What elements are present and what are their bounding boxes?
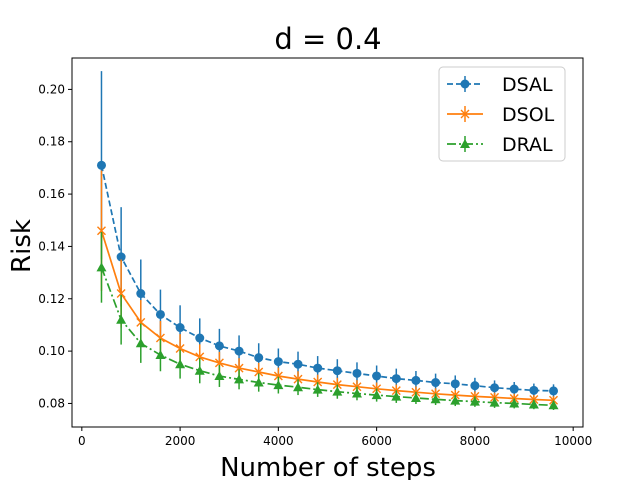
dsal-series-line bbox=[100, 165, 554, 392]
dsal-data-point bbox=[529, 385, 539, 395]
dsal-data-point bbox=[116, 252, 126, 262]
dsol-data-point bbox=[273, 371, 283, 381]
dral-data-point bbox=[410, 392, 421, 402]
dsal-data-point bbox=[470, 381, 480, 391]
dsol-series-line bbox=[100, 230, 554, 402]
legend-dsol-label: DSOL bbox=[502, 104, 555, 126]
dsol-data-point bbox=[234, 363, 244, 373]
dsal-data-point bbox=[254, 353, 264, 363]
dsol-data-point bbox=[332, 380, 342, 390]
dral-data-point bbox=[312, 384, 323, 394]
dsol-data-point bbox=[175, 343, 185, 353]
legend-box bbox=[438, 66, 566, 162]
x-tick-label: 0 bbox=[78, 434, 86, 448]
dral-data-point bbox=[469, 396, 480, 406]
dsal-data-point bbox=[352, 368, 362, 378]
dral-data-point bbox=[489, 397, 500, 407]
dsol-data-point bbox=[450, 390, 460, 400]
dsal-data-point bbox=[313, 363, 323, 373]
x-tick-label: 10000 bbox=[554, 434, 592, 448]
dral-data-point bbox=[351, 388, 362, 398]
plot-area: 0 2000 4000 6000 8000 10000 0.08 0.10 0.12 0.14 0.… bbox=[38, 57, 592, 448]
x-tick-label: 4000 bbox=[263, 434, 294, 448]
dsol-data-point bbox=[195, 352, 205, 362]
dral-data-point bbox=[528, 399, 539, 409]
y-tick-label: 0.18 bbox=[38, 135, 65, 149]
dsol-data-point bbox=[293, 374, 303, 384]
dsal-data-point bbox=[96, 160, 106, 170]
x-tick-label: 2000 bbox=[165, 434, 196, 448]
y-tick-label: 0.14 bbox=[38, 239, 65, 253]
dsal-data-point bbox=[509, 384, 519, 394]
dsal-data-point bbox=[549, 386, 559, 396]
dsal-data-point bbox=[391, 374, 401, 384]
y-axis-label: Risk bbox=[7, 219, 37, 273]
dral-data-point bbox=[234, 374, 245, 384]
dral-data-point bbox=[253, 377, 264, 387]
dsol-data-point bbox=[214, 358, 224, 368]
dsal-data-point bbox=[450, 379, 460, 389]
x-tick-label: 8000 bbox=[460, 434, 491, 448]
legend-dsol-marker bbox=[460, 109, 470, 119]
dral-series-line bbox=[100, 267, 554, 407]
dral-data-point bbox=[194, 365, 205, 375]
chart-title: d = 0.4 bbox=[274, 22, 381, 56]
dral-data-point bbox=[155, 350, 166, 360]
dral-data-point bbox=[332, 386, 343, 396]
dsol-data-point bbox=[254, 367, 264, 377]
dral-data-point bbox=[548, 400, 559, 410]
dsal-data-point bbox=[175, 323, 185, 333]
dsol-data-point bbox=[313, 377, 323, 387]
dsal-data-point bbox=[214, 341, 224, 351]
dral-data-point bbox=[450, 395, 461, 405]
dral-data-point bbox=[214, 370, 225, 380]
dral-data-point bbox=[371, 390, 382, 400]
dsal-data-point bbox=[136, 289, 146, 299]
y-tick-label: 0.08 bbox=[38, 396, 65, 410]
dsal-data-point bbox=[273, 357, 283, 367]
legend-dsal-marker bbox=[460, 79, 470, 89]
dsol-data-point bbox=[155, 333, 165, 343]
dsol-data-point bbox=[116, 289, 126, 299]
dsal-data-point bbox=[234, 346, 244, 356]
dral-data-point bbox=[430, 394, 441, 404]
axes-frame bbox=[71, 57, 584, 428]
dsol-data-point bbox=[136, 317, 146, 327]
dral-data-point bbox=[391, 391, 402, 401]
dral-data-point bbox=[96, 262, 107, 272]
legend-dsal-label: DSAL bbox=[502, 74, 553, 96]
legend: DSAL DSOL DRAL bbox=[438, 66, 566, 162]
x-tick-label: 6000 bbox=[361, 434, 392, 448]
dral-data-point bbox=[273, 380, 284, 390]
dsal-data-point bbox=[195, 333, 205, 343]
dsal-data-point bbox=[155, 309, 165, 319]
y-tick-label: 0.12 bbox=[38, 292, 65, 306]
dral-data-point bbox=[116, 314, 127, 324]
dsal-data-point bbox=[411, 375, 421, 385]
y-tick-label: 0.10 bbox=[38, 344, 65, 358]
dsal-data-point bbox=[332, 366, 342, 376]
dsal-data-point bbox=[372, 371, 382, 381]
dral-data-point bbox=[175, 359, 186, 369]
dsal-data-point bbox=[293, 359, 303, 369]
x-axis-label: Number of steps bbox=[220, 453, 436, 480]
dral-data-point bbox=[293, 382, 304, 392]
dsal-data-point bbox=[490, 383, 500, 393]
legend-dral-marker bbox=[460, 139, 470, 148]
y-tick-label: 0.20 bbox=[38, 82, 65, 96]
dral-data-point bbox=[135, 338, 146, 348]
dsol-data-point bbox=[96, 226, 106, 236]
dsal-data-point bbox=[431, 378, 441, 388]
legend-dral-label: DRAL bbox=[502, 134, 553, 156]
y-tick-label: 0.16 bbox=[38, 187, 65, 201]
dral-data-point bbox=[509, 398, 520, 408]
